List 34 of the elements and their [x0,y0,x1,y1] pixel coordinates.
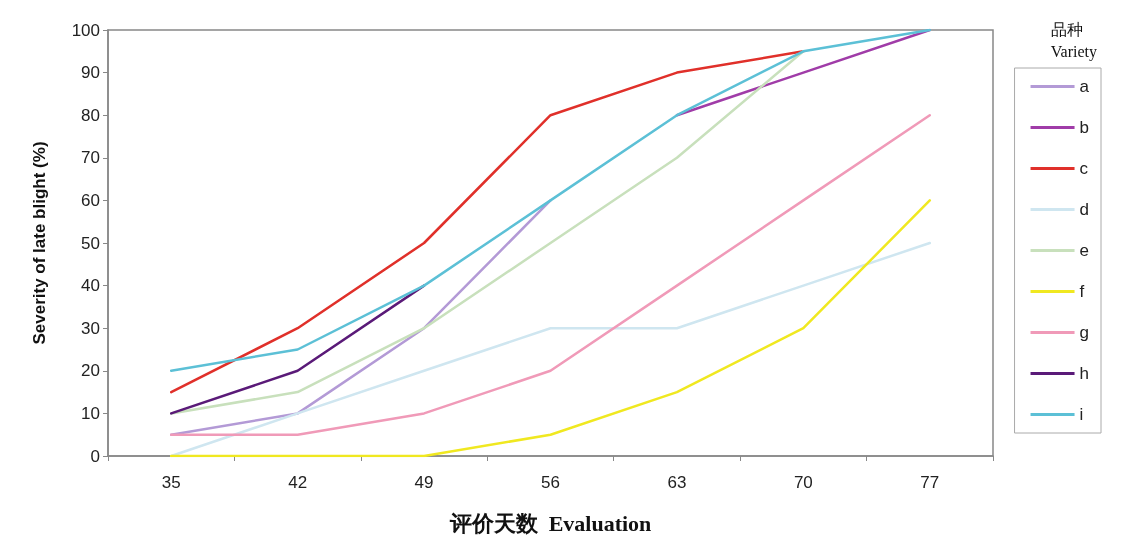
y-tick-label: 80 [81,105,100,125]
line-series [169,241,932,458]
legend-label: h [1079,364,1090,383]
x-tick-label: 49 [414,473,434,492]
legend-title: 品种 Variety [1050,20,1097,61]
y-tick-label: 100 [71,20,100,40]
line-series [169,199,932,458]
y-tick-label: 40 [81,276,100,296]
x-tick-label: 63 [667,473,687,492]
y-tick-label: 90 [81,63,100,83]
line-series [169,28,932,373]
x-axis-title: 评价天数 Evaluation [448,510,652,536]
legend-label: e [1079,241,1090,260]
x-tick-label: 56 [541,473,560,492]
y-tick-label: 50 [81,233,100,253]
x-tick-label: 77 [920,473,940,492]
legend-label: i [1079,405,1084,424]
x-tick-label: 42 [288,473,308,492]
line-series [169,113,932,436]
y-tick-label: 10 [81,403,100,423]
x-tick-label: 35 [161,473,181,492]
y-tick-label: 30 [81,318,100,338]
legend-label: d [1079,200,1090,219]
y-tick-label: 20 [81,361,100,381]
legend-label: f [1079,282,1085,301]
legend-label: b [1079,118,1090,137]
x-tick-label: 70 [793,473,813,492]
y-tick-label: 0 [90,446,100,466]
legend-label: c [1079,159,1089,178]
legend-label: a [1079,77,1090,96]
y-tick-label: 70 [81,148,100,168]
legend-label: g [1079,323,1090,342]
y-tick-label: 60 [81,190,100,210]
y-axis-title: Severity of late blight (%) [30,141,49,345]
